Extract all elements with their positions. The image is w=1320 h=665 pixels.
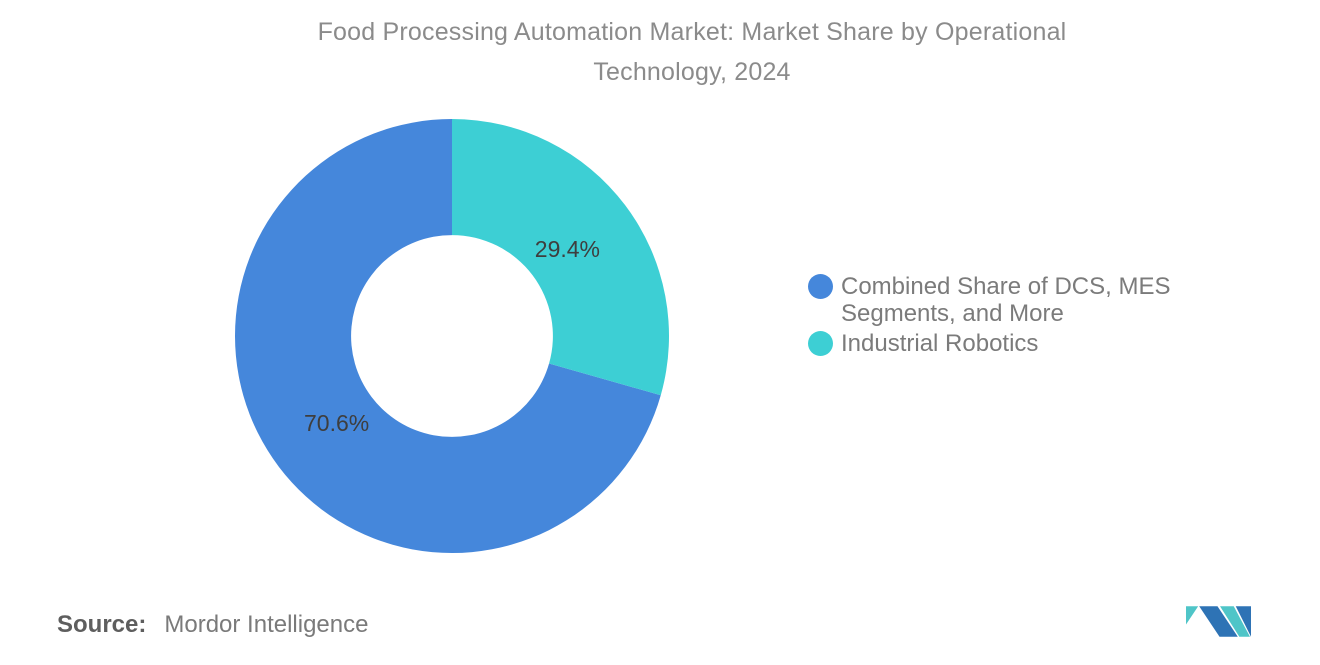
donut-chart: 70.6% 29.4% [235, 119, 669, 553]
legend-item-industrial-robotics[interactable]: Industrial Robotics [808, 330, 1268, 357]
legend-marker-teal-icon [808, 331, 833, 356]
chart-title: Food Processing Automation Market: Marke… [32, 12, 1320, 92]
chart-title-line2: Technology, 2024 [593, 58, 791, 86]
pie-slice-1[interactable] [452, 119, 669, 396]
chart-title-line1: Food Processing Automation Market: Marke… [317, 18, 1067, 46]
logo-teal-band-icon [1220, 606, 1250, 637]
mordor-intelligence-logo [1186, 606, 1251, 637]
source-text: Mordor Intelligence [164, 611, 369, 638]
slice-label-0: 70.6% [304, 410, 369, 436]
source-prefix: Source: [57, 611, 147, 638]
legend: Combined Share of DCS, MES Segments, and… [808, 273, 1268, 360]
source-line: Source: Mordor Intelligence [57, 611, 368, 639]
legend-item-combined-share[interactable]: Combined Share of DCS, MES Segments, and… [808, 273, 1268, 327]
legend-marker-blue-icon [808, 274, 833, 299]
logo-blue-band-icon [1199, 606, 1238, 637]
pie-slice-0[interactable] [235, 119, 661, 553]
slice-label-1: 29.4% [535, 236, 600, 262]
legend-label-combined-share: Combined Share of DCS, MES Segments, and… [841, 273, 1171, 327]
legend-marker-circle [808, 331, 833, 356]
legend-label-industrial-robotics: Industrial Robotics [841, 330, 1039, 357]
legend-marker-circle [808, 274, 833, 299]
logo-teal-triangle-icon [1186, 606, 1199, 625]
